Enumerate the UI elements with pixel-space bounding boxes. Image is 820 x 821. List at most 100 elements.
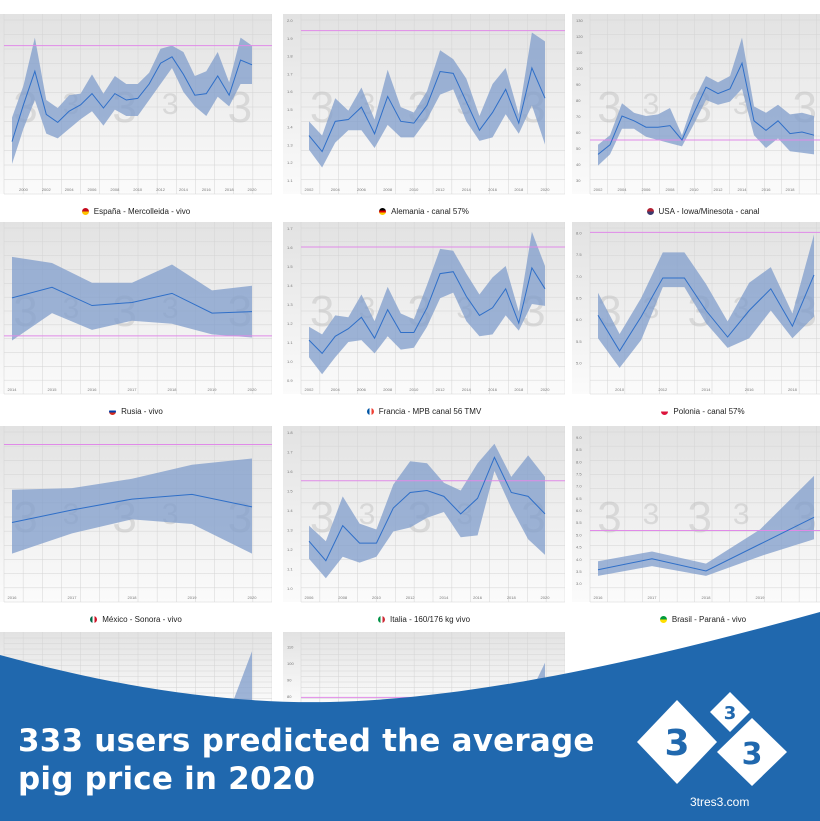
mean-line	[11, 56, 253, 142]
flag-icon	[366, 408, 374, 415]
x-tick-label: 2018	[225, 187, 235, 192]
confidence-band	[12, 256, 252, 341]
chart-title: Alemania - canal 57%	[391, 207, 469, 216]
x-tick-label: 2006	[642, 187, 652, 192]
chart-caption: USA - Iowa/Minesota - canal	[572, 207, 820, 216]
y-tick-label: 1.3	[287, 302, 293, 307]
y-tick-label: 8.5	[576, 447, 582, 452]
y-tick-label: 90	[576, 82, 581, 87]
flag-icon	[109, 408, 117, 415]
logo-diamond-small	[710, 692, 750, 732]
logo-diamond-medium	[717, 718, 787, 786]
y-tick-label: 1.1	[287, 178, 293, 183]
x-tick-label: 2010	[409, 387, 419, 392]
chart-svg: 333331.01.11.21.31.41.51.61.71.820062008…	[283, 426, 565, 603]
y-tick-label: 8.0	[576, 459, 582, 464]
x-tick-label: 2018	[168, 387, 178, 392]
y-tick-label: 7.0	[576, 484, 582, 489]
x-tick-label: 2014	[462, 387, 472, 392]
y-tick-label: 1.4	[287, 508, 293, 513]
y-tick-label: 100	[287, 661, 294, 666]
y-tick-label: 70	[576, 114, 581, 119]
chart-caption: Polonia - canal 57%	[572, 407, 820, 416]
watermark-3: 3	[162, 88, 179, 121]
chart-svg: 333335.05.56.06.57.07.58.020102012201420…	[572, 222, 820, 395]
logo-digit-small: 3	[724, 703, 737, 724]
y-tick-label: 6.5	[576, 295, 582, 300]
y-tick-label: 8.0	[576, 230, 582, 235]
chart-title: Francia - MPB canal 56 TMV	[378, 407, 482, 416]
watermark-3: 3	[688, 493, 712, 542]
x-tick-label: 2008	[110, 187, 120, 192]
x-tick-label: 2010	[615, 387, 625, 392]
chart-panel-italy: 333331.01.11.21.31.41.51.61.71.820062008…	[283, 426, 565, 628]
chart-svg: 333333.03.54.04.55.05.56.06.57.07.58.08.…	[572, 426, 820, 603]
y-tick-label: 1.2	[287, 547, 293, 552]
x-tick-label: 2002	[594, 187, 604, 192]
y-tick-label: 60	[576, 130, 581, 135]
x-tick-label: 2010	[133, 187, 143, 192]
y-tick-label: 30	[576, 178, 581, 183]
x-tick-label: 2004	[618, 187, 628, 192]
flag-icon	[379, 208, 387, 215]
chart-svg: 3333320162017201820192020	[0, 426, 272, 603]
chart-caption: España - Mercolleida - vivo	[0, 207, 272, 216]
x-tick-label: 2019	[188, 595, 198, 600]
chart-caption: Brasil - Paraná - vivo	[572, 615, 820, 624]
x-tick-label: 2018	[514, 387, 524, 392]
x-tick-label: 2016	[488, 187, 498, 192]
chart-panel-mexico: 3333320162017201820192020 México - Sonora…	[0, 426, 272, 628]
x-tick-label: 2016	[745, 387, 755, 392]
x-tick-label: 2020	[541, 187, 551, 192]
logo-digit-large: 3	[664, 723, 689, 764]
confidence-band	[12, 458, 252, 554]
chart-caption: Alemania - canal 57%	[283, 207, 565, 216]
y-tick-label: 3.0	[576, 581, 582, 586]
y-tick-label: 1.6	[287, 469, 293, 474]
y-tick-label: 1.0	[287, 359, 293, 364]
y-tick-label: 1.1	[287, 340, 293, 345]
y-tick-label: 6.5	[576, 496, 582, 501]
chart-title: Polonia - canal 57%	[673, 407, 745, 416]
chart-panel-spain: 3333320002002200420062008201020122014201…	[0, 14, 272, 220]
chart-title: México - Sonora - vivo	[102, 615, 182, 624]
x-tick-label: 2016	[488, 387, 498, 392]
chart-title: Brasil - Paraná - vivo	[671, 615, 747, 624]
x-tick-label: 2018	[514, 187, 524, 192]
x-tick-label: 2010	[372, 595, 382, 600]
x-tick-label: 2016	[202, 187, 212, 192]
x-tick-label: 2002	[305, 187, 315, 192]
y-tick-label: 1.1	[287, 567, 293, 572]
x-tick-label: 2002	[305, 387, 315, 392]
x-tick-label: 2016	[594, 595, 604, 600]
watermark-3: 3	[359, 498, 376, 531]
chart-panel-germany: 333331.11.21.31.41.51.61.71.81.92.020022…	[283, 14, 565, 220]
y-tick-label: 1.5	[287, 107, 293, 112]
y-tick-label: 90	[287, 677, 292, 682]
chart-panel-brazil: 333333.03.54.04.55.05.56.06.57.07.58.08.…	[572, 426, 820, 628]
x-tick-label: 2012	[714, 187, 724, 192]
mean-line	[11, 493, 253, 523]
flag-icon	[81, 208, 89, 215]
y-tick-label: 1.8	[287, 54, 293, 59]
y-tick-label: 130	[576, 18, 583, 23]
flag-icon	[659, 616, 667, 623]
logo-diamond-large	[637, 700, 717, 784]
y-tick-label: 1.2	[287, 321, 293, 326]
flag-icon	[90, 616, 98, 623]
chart-svg	[0, 632, 272, 704]
chart-panel-partial-middle: 80 90 100 110	[283, 632, 565, 704]
y-tick-label: 1.5	[287, 264, 293, 269]
site-url: 3tres3.com	[690, 795, 750, 809]
logo-3tres3: 3 3 3	[637, 692, 787, 786]
y-tick-label: 1.0	[287, 586, 293, 591]
mean-line	[308, 456, 546, 562]
x-tick-label: 2008	[383, 387, 393, 392]
x-tick-label: 2006	[88, 187, 98, 192]
y-tick-label: 1.4	[287, 283, 293, 288]
y-tick-label: 1.9	[287, 36, 293, 41]
y-tick-label: 1.3	[287, 142, 293, 147]
x-tick-label: 2012	[156, 187, 166, 192]
y-tick-label: 5.5	[576, 520, 582, 525]
y-tick-label: 110	[576, 50, 583, 55]
